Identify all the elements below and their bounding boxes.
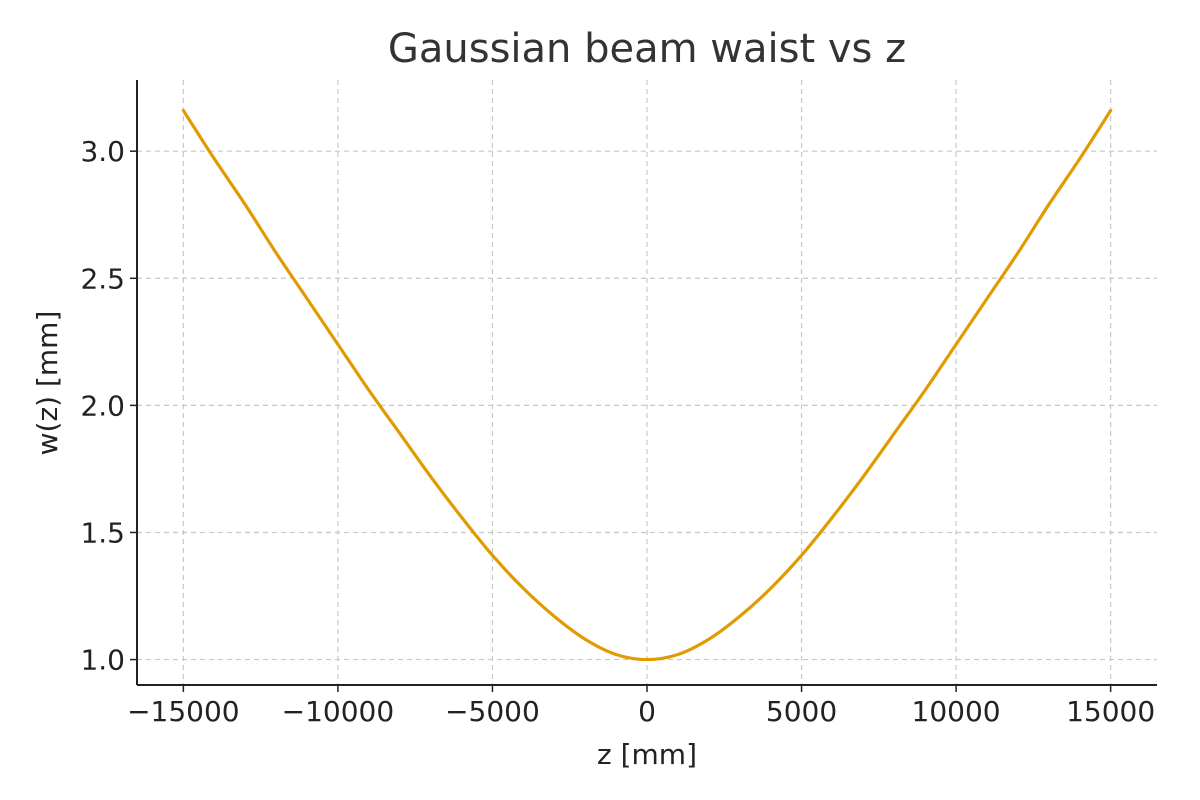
- x-axis-label: z [mm]: [597, 738, 697, 771]
- x-tick-label: −5000: [445, 695, 540, 728]
- x-tick-label: 10000: [912, 695, 1001, 728]
- y-tick-label: 1.0: [80, 644, 125, 677]
- y-tick-label: 2.5: [80, 262, 125, 295]
- y-tick-label: 3.0: [80, 135, 125, 168]
- x-tick-label: −15000: [127, 695, 240, 728]
- chart-title: Gaussian beam waist vs z: [388, 26, 906, 72]
- x-tick-label: −10000: [282, 695, 395, 728]
- x-tick-label: 15000: [1066, 695, 1155, 728]
- axes: [130, 80, 1157, 692]
- y-axis-label: w(z) [mm]: [31, 311, 64, 456]
- x-tick-label: 0: [638, 695, 656, 728]
- tick-labels: −15000 −10000 −5000 0 5000 10000 15000 1.0 1.5 2.…: [80, 135, 1155, 728]
- beam-waist-line: [181, 108, 1113, 662]
- grid-lines: [137, 80, 1157, 685]
- y-tick-label: 2.0: [80, 389, 125, 422]
- y-tick-label: 1.5: [80, 516, 125, 549]
- x-tick-label: 5000: [766, 695, 837, 728]
- data-series: [181, 108, 1113, 662]
